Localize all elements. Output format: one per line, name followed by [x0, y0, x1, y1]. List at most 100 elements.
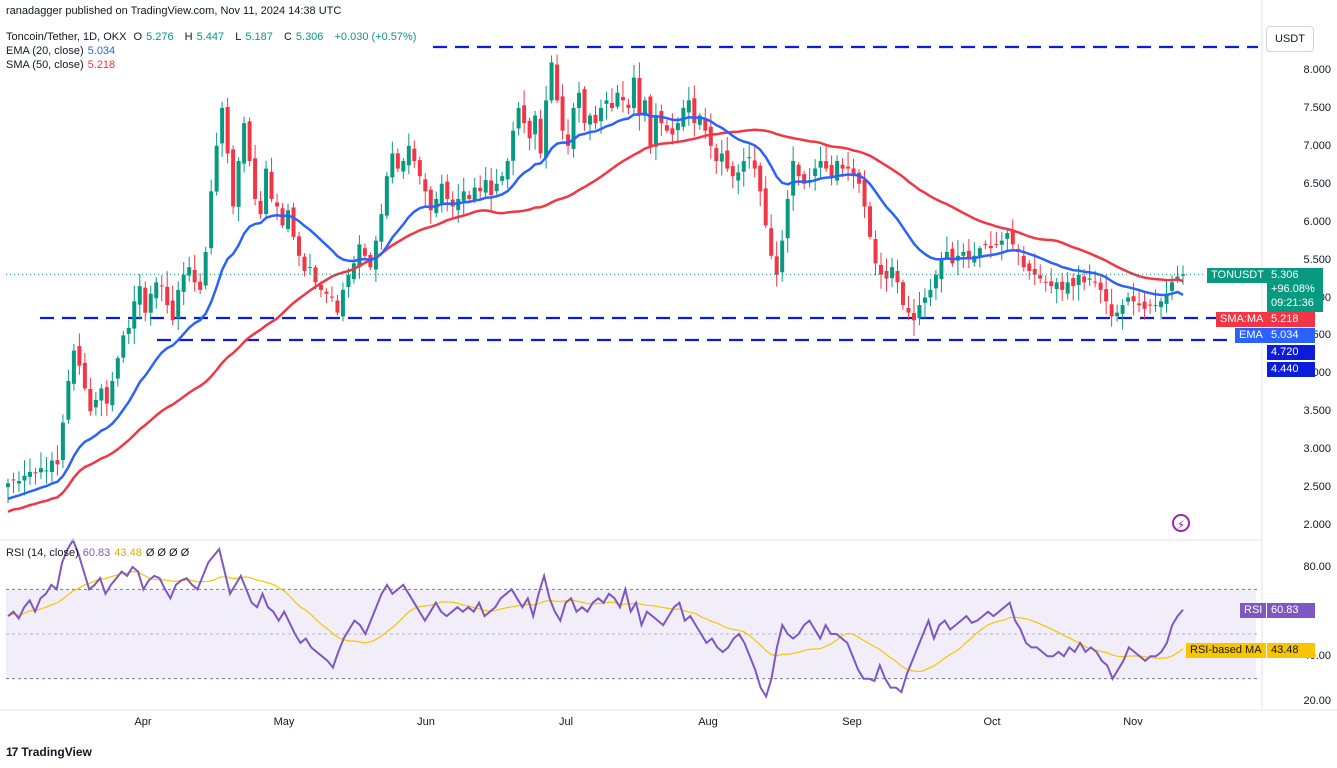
candle-body [879, 264, 884, 275]
candle-body [642, 100, 647, 116]
lightning-icon[interactable]: ⚡ [1172, 514, 1190, 532]
candle-body [1181, 274, 1185, 276]
axes [0, 0, 1337, 711]
candle-body [77, 346, 82, 366]
candle-body [275, 202, 280, 207]
candle-body [522, 105, 527, 124]
price-tick-label: 5.500 [1303, 253, 1331, 266]
candle-body [192, 269, 197, 283]
candle-body [373, 240, 378, 270]
candle-body [1043, 281, 1048, 283]
candle-body [1038, 275, 1043, 279]
candle-body [911, 313, 916, 321]
candle-body [725, 150, 730, 169]
candle-body [137, 286, 142, 305]
candle-body [1153, 305, 1158, 307]
candle-body [1027, 263, 1032, 271]
candle-body [675, 123, 680, 131]
candle-body [703, 118, 708, 131]
time-tick-label: Aug [698, 716, 718, 728]
candle-body [1115, 312, 1120, 317]
candle-body [351, 263, 356, 280]
candle-body [719, 153, 724, 162]
ticker-tag: TONUSDT [1207, 268, 1268, 283]
ohlc-high: H 5.447 [184, 31, 225, 43]
candle-body [862, 179, 867, 207]
rsi-pane[interactable] [6, 537, 1258, 699]
price-tick-label: 6.500 [1303, 177, 1331, 190]
candle-body [889, 267, 894, 279]
price-tick-label: 3.000 [1303, 443, 1331, 456]
candle-body [588, 115, 593, 125]
candle-body [664, 125, 669, 131]
candle-body [686, 100, 691, 113]
candle-body [620, 96, 625, 101]
candle-body [835, 161, 840, 181]
candle-body [555, 64, 560, 101]
candle-body [637, 77, 642, 116]
candle-body [598, 107, 603, 122]
candle-body [49, 460, 54, 472]
time-tick-label: Apr [134, 716, 152, 728]
candle-body [154, 282, 159, 299]
candle-body [6, 483, 10, 488]
ema-legend[interactable]: EMA (20, close) 5.034 [6, 44, 119, 58]
candle-body [829, 164, 834, 177]
last-price: 5.306 [1271, 269, 1299, 281]
time-tick-label: Jun [417, 716, 435, 728]
candle-body [209, 191, 214, 249]
candle-body [1049, 281, 1054, 287]
candle-body [99, 388, 104, 401]
candle-body [27, 471, 32, 477]
candle-body [774, 256, 779, 275]
candle-body [1076, 274, 1081, 285]
candle-body [1098, 282, 1103, 290]
rsi-legend[interactable]: RSI (14, close) 60.83 43.48 Ø Ø Ø Ø [6, 546, 193, 560]
candle-body [538, 118, 543, 154]
candle-body [148, 293, 153, 313]
candle-body [22, 475, 27, 481]
candle-body [511, 130, 516, 161]
candle-body [379, 214, 384, 242]
candle-body [961, 252, 966, 256]
candle-body [758, 165, 763, 192]
candle-body [527, 120, 532, 139]
rsi-ma-value: 43.48 [114, 547, 142, 559]
candle-body [1120, 305, 1125, 314]
candle-body [950, 248, 955, 264]
candle-body [609, 102, 614, 108]
candle-body [181, 274, 186, 292]
candle-body [395, 153, 400, 169]
candle-body [1126, 297, 1131, 302]
candle-body [165, 286, 170, 306]
candle-body [780, 240, 785, 273]
candle-body [1082, 276, 1087, 283]
tradingview-icon: 17 [6, 745, 18, 759]
candle-body [324, 291, 329, 294]
candle-body [439, 183, 444, 204]
candle-body [406, 145, 411, 166]
candle-body [1159, 301, 1164, 308]
candle-body [88, 389, 93, 412]
candle-body [977, 248, 982, 257]
candle-body [769, 228, 774, 256]
candle-body [390, 153, 395, 178]
brand-logo[interactable]: 17 TradingView [6, 745, 92, 759]
candle-body [1109, 304, 1114, 317]
candle-body [670, 128, 675, 135]
candle-body [736, 172, 741, 181]
sma-legend[interactable]: SMA (50, close) 5.218 [6, 58, 119, 72]
candle-body [132, 301, 137, 329]
candle-body [236, 161, 241, 207]
currency-button[interactable]: USDT [1266, 26, 1314, 52]
candle-body [329, 296, 334, 298]
candle-body [346, 274, 351, 288]
last-price-tag: 5.306 +96.08% 09:21:36 [1267, 268, 1323, 312]
candlestick-series[interactable] [6, 54, 1185, 504]
candle-body [653, 115, 658, 147]
support-resistance-levels [40, 45, 1258, 342]
ohlc-change: +0.030 (+0.57%) [334, 31, 417, 43]
ema-label: EMA (20, close) [6, 45, 84, 57]
